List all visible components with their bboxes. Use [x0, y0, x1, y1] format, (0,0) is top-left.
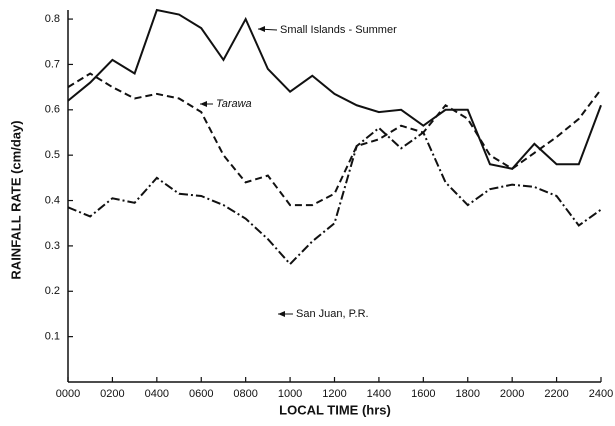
annotation-arrowhead — [200, 101, 207, 107]
x-tick-label: 1000 — [278, 388, 302, 400]
line-series — [67, 126, 602, 266]
x-tick-label: 2000 — [500, 388, 524, 400]
x-tick-label: 1800 — [456, 388, 480, 400]
x-axis-label: LOCAL TIME (hrs) — [279, 402, 391, 417]
x-tick-label: 0000 — [56, 388, 80, 400]
annotation: Tarawa — [216, 98, 252, 110]
x-tick-label: 0600 — [189, 388, 213, 400]
y-tick-label: 0.1 — [45, 331, 60, 343]
x-tick-label: 0400 — [145, 388, 169, 400]
x-tick-label: 2200 — [544, 388, 568, 400]
annotation-arrowhead — [278, 311, 285, 317]
y-axis-label: RAINFALL RATE (cm/day) — [8, 120, 23, 279]
y-tick-label: 0.6 — [45, 104, 60, 116]
annotation: San Juan, P.R. — [296, 308, 369, 320]
x-tick-label: 0200 — [100, 388, 124, 400]
x-tick-label: 1200 — [322, 388, 346, 400]
y-tick-label: 0.7 — [45, 58, 60, 70]
y-tick-label: 0.8 — [45, 13, 60, 25]
x-tick-label: 1600 — [411, 388, 435, 400]
x-tick-label: 0800 — [233, 388, 257, 400]
annotation: Small Islands - Summer — [280, 24, 397, 36]
y-tick-label: 0.5 — [45, 149, 60, 161]
y-tick-label: 0.2 — [45, 285, 60, 297]
y-tick-label: 0.3 — [45, 240, 60, 252]
annotation-arrowhead — [258, 26, 265, 32]
x-tick-label: 1400 — [367, 388, 391, 400]
y-tick-label: 0.4 — [45, 194, 60, 206]
x-tick-label: 2400 — [589, 388, 613, 400]
line-series — [67, 72, 602, 207]
